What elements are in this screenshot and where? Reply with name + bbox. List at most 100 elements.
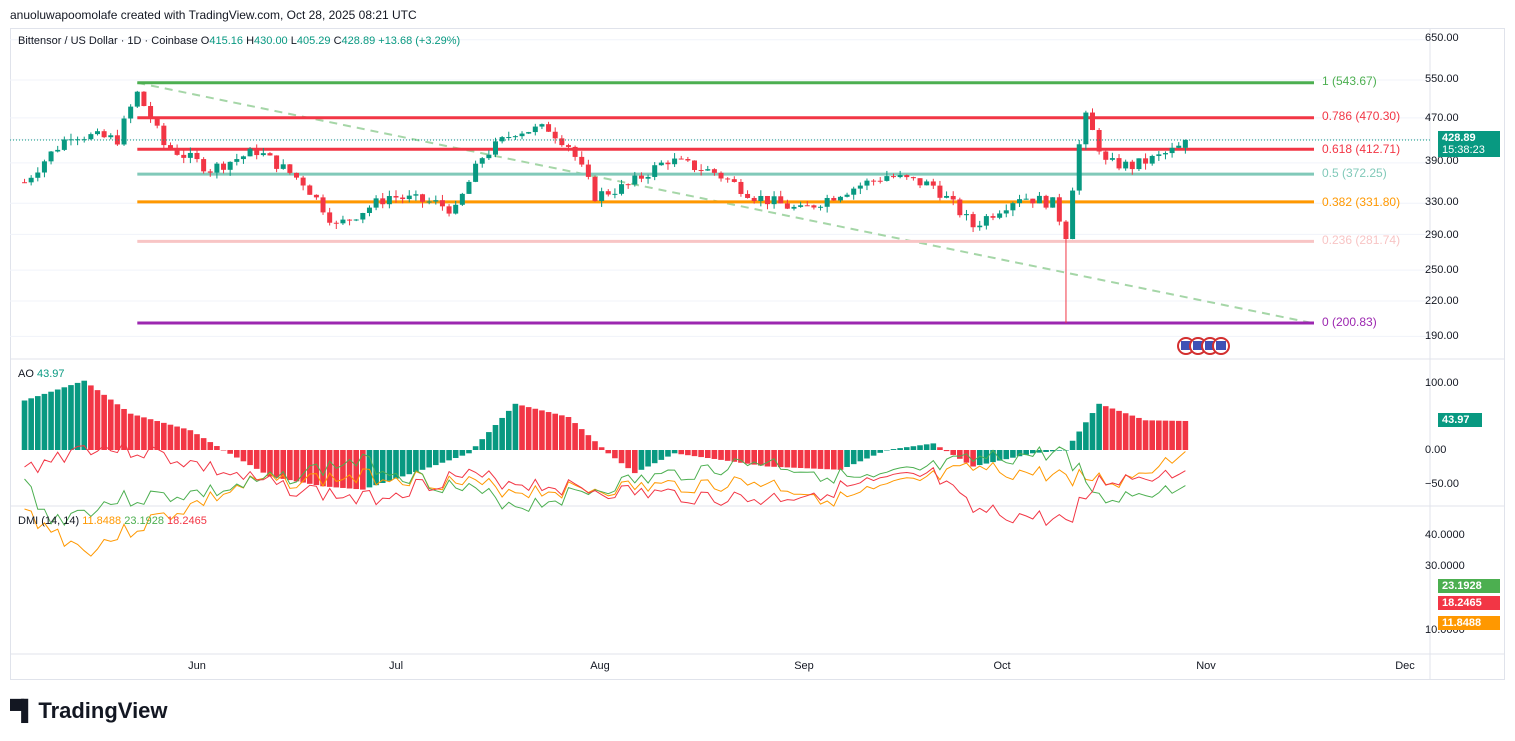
ao-bar [207,442,214,450]
candle-body [406,195,412,200]
ao-bar [525,407,532,450]
candle-body [247,148,253,157]
ao-bar [88,385,94,450]
time-axis-label: Jun [188,660,206,672]
ao-bar [1169,420,1175,450]
ao-bar [824,450,830,470]
ao-bar [21,400,28,450]
ao-bar [147,419,154,450]
candle-body [1030,198,1036,204]
candle-body [413,194,419,196]
candle-body [95,131,100,135]
candle-body [327,212,333,223]
ao-bar [1043,450,1049,452]
candle-body [718,172,724,179]
candle-body [347,219,353,221]
candle-body [360,213,366,220]
ao-bar [671,450,678,454]
candle-body [910,177,916,179]
ao-bar [1116,410,1122,450]
candle-body [937,185,943,198]
candle-body [585,164,591,177]
ao-bar [127,413,134,450]
ao-bar [903,447,910,450]
candle-body [466,181,472,194]
dmi-minus-value: 18.2465 [167,515,207,527]
candle-body [420,194,426,202]
ao-bar [234,450,240,458]
ao-label[interactable]: AO [18,368,34,380]
ao-bar [990,450,996,463]
ao-bar [532,408,539,450]
candle-body [28,177,34,183]
candle-body [141,91,147,107]
candle-body [658,162,664,166]
ao-bar [174,426,180,450]
ao-bar [950,450,956,455]
ao-bar [618,450,625,464]
ao-bar [976,450,983,466]
candle-body [201,159,207,172]
chart-header: anuoluwapoomolafe created with TradingVi… [10,8,417,22]
tradingview-logo[interactable]: ▀▌ TradingView [10,698,168,724]
candle-body [963,214,969,216]
ao-bar [917,445,923,450]
candle-body [300,177,306,186]
candle-body [161,125,167,146]
ao-bar [452,450,459,459]
main-chart-pane[interactable] [10,28,1505,680]
candle-body [1023,198,1029,200]
ao-bar [287,450,293,481]
candle-body [22,182,28,184]
ao-bar [519,405,525,450]
symbol-title[interactable]: Bittensor / US Dollar · 1D · Coinbase [18,35,198,47]
ao-bar [1076,431,1083,450]
candle-body [340,219,346,224]
ao-bar [983,450,990,464]
candle-body [698,170,704,172]
candle-body [745,193,751,198]
ao-bar [167,424,174,450]
candle-body [240,156,246,160]
candle-body [333,222,339,224]
ao-bar [804,450,811,469]
ao-bar [220,450,227,451]
fib-label-0618: 0.618 (412.71) [1322,142,1401,156]
candle-body [1116,158,1122,169]
dmi-label[interactable]: DMI (14, 14) [18,515,80,527]
ao-bar [94,390,101,450]
candle-body [373,198,379,208]
ao-bar [817,450,824,469]
candle-body [294,172,299,178]
candle-body [532,126,538,133]
candle-body [605,191,611,195]
ao-bar [253,450,260,469]
ao-bar [35,396,41,450]
ao-bar [545,412,552,450]
candle-body [1129,161,1135,170]
candle-body [121,118,127,145]
candle-body [260,153,266,156]
candle-body [917,178,923,186]
ao-bar [1129,415,1136,450]
ao-bar [572,423,578,450]
ao-bar [486,432,492,450]
high-value: 430.00 [254,35,288,47]
candle-body [446,206,452,214]
ao-bar [479,439,486,450]
ao-bar [28,398,34,450]
ao-bar [1030,450,1036,454]
dmi-minus-line [24,439,1186,527]
change-value: +13.68 (+3.29%) [378,35,461,47]
candle-body [307,185,313,195]
trendline [137,81,1313,324]
ao-bar [738,450,744,463]
ao-bar [320,450,326,487]
ao-bar [74,382,81,450]
dmi-axis-label: 40.0000 [1425,529,1465,541]
ao-bar [645,450,651,467]
ao-bar [413,450,419,472]
price-axis-label: 650.00 [1425,32,1459,44]
ao-bar [1175,420,1182,450]
